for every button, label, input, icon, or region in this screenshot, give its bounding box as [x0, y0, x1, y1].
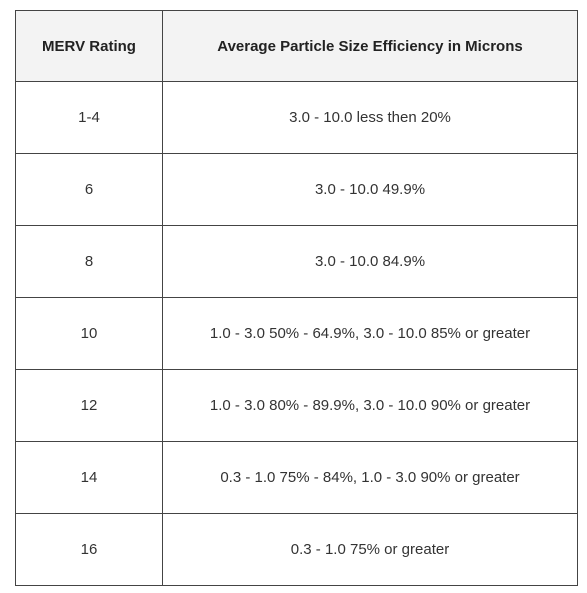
table-row: 10 1.0 - 3.0 50% - 64.9%, 3.0 - 10.0 85%…: [15, 297, 578, 370]
cell-merv-rating: 16: [15, 513, 163, 586]
table-header: MERV Rating Average Particle Size Effici…: [15, 10, 578, 82]
cell-efficiency: 3.0 - 10.0 84.9%: [162, 225, 578, 298]
header-efficiency: Average Particle Size Efficiency in Micr…: [162, 10, 578, 82]
table-row: 6 3.0 - 10.0 49.9%: [15, 153, 578, 226]
table-row: 14 0.3 - 1.0 75% - 84%, 1.0 - 3.0 90% or…: [15, 441, 578, 514]
cell-efficiency: 0.3 - 1.0 75% - 84%, 1.0 - 3.0 90% or gr…: [162, 441, 578, 514]
cell-efficiency: 3.0 - 10.0 49.9%: [162, 153, 578, 226]
table-row: 1-4 3.0 - 10.0 less then 20%: [15, 81, 578, 154]
merv-rating-table: MERV Rating Average Particle Size Effici…: [15, 10, 578, 586]
table-row: 12 1.0 - 3.0 80% - 89.9%, 3.0 - 10.0 90%…: [15, 369, 578, 442]
cell-merv-rating: 8: [15, 225, 163, 298]
cell-merv-rating: 1-4: [15, 81, 163, 154]
cell-efficiency: 1.0 - 3.0 50% - 64.9%, 3.0 - 10.0 85% or…: [162, 297, 578, 370]
header-row: MERV Rating Average Particle Size Effici…: [15, 10, 578, 82]
cell-merv-rating: 6: [15, 153, 163, 226]
table-row: 16 0.3 - 1.0 75% or greater: [15, 513, 578, 586]
table-body: 1-4 3.0 - 10.0 less then 20% 6 3.0 - 10.…: [15, 81, 578, 586]
cell-efficiency: 3.0 - 10.0 less then 20%: [162, 81, 578, 154]
cell-merv-rating: 14: [15, 441, 163, 514]
cell-efficiency: 0.3 - 1.0 75% or greater: [162, 513, 578, 586]
cell-merv-rating: 12: [15, 369, 163, 442]
cell-merv-rating: 10: [15, 297, 163, 370]
header-merv-rating: MERV Rating: [15, 10, 163, 82]
cell-efficiency: 1.0 - 3.0 80% - 89.9%, 3.0 - 10.0 90% or…: [162, 369, 578, 442]
table-row: 8 3.0 - 10.0 84.9%: [15, 225, 578, 298]
